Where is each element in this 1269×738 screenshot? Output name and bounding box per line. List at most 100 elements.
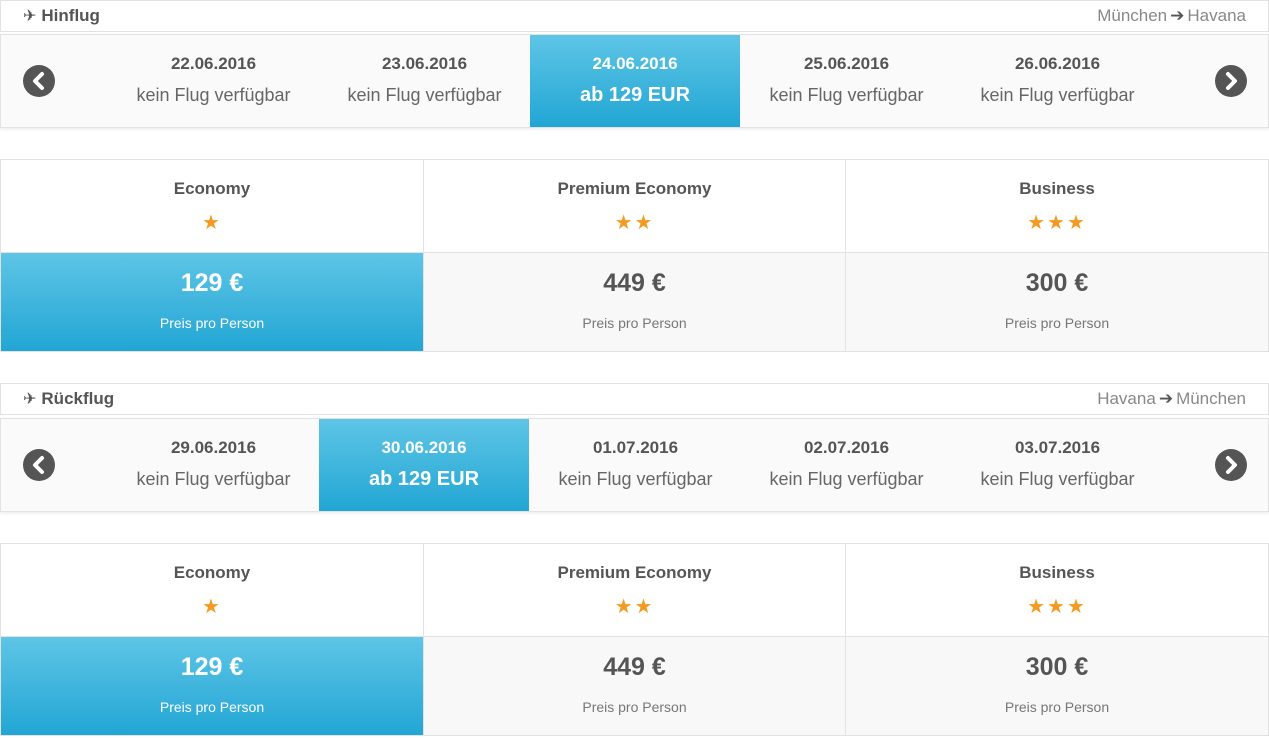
outbound-date-4[interactable]: 26.06.2016 kein Flug verfügbar (952, 35, 1163, 127)
date-label: 29.06.2016 (170, 438, 257, 457)
date-label: 02.07.2016 (803, 438, 890, 457)
date-status: kein Flug verfügbar (769, 469, 924, 489)
date-status: kein Flug verfügbar (980, 469, 1135, 489)
class-header: Premium Economy ★★ (424, 544, 845, 637)
date-label: 26.06.2016 (1014, 54, 1101, 73)
arrow-right-icon: ➔ (1170, 6, 1185, 25)
class-price-cell[interactable]: 449 € Preis pro Person (424, 253, 845, 351)
price-note: Preis pro Person (159, 699, 265, 715)
price-note: Preis pro Person (582, 315, 687, 331)
return-route: Havana ➔ München (1097, 389, 1246, 409)
date-status: kein Flug verfügbar (347, 85, 502, 105)
class-price: 449 € (603, 269, 666, 297)
price-note: Preis pro Person (582, 699, 687, 715)
return-next-button[interactable] (1215, 449, 1247, 481)
outbound-next-button[interactable] (1215, 65, 1247, 97)
price-note: Preis pro Person (1004, 699, 1110, 715)
outbound-route: München ➔ Havana (1097, 6, 1246, 26)
price-note: Preis pro Person (1004, 315, 1110, 331)
class-price: 449 € (603, 653, 666, 681)
outbound-route-to: Havana (1187, 6, 1246, 25)
class-price-cell[interactable]: 449 € Preis pro Person (424, 637, 845, 735)
return-title: ✈ Rückflug (23, 389, 114, 409)
chevron-right-icon (1226, 72, 1237, 90)
class-price-cell[interactable]: 129 € Preis pro Person (1, 637, 423, 735)
price-note: Preis pro Person (159, 315, 265, 331)
return-date-1[interactable]: 30.06.2016 ab 129 EUR (319, 419, 529, 511)
star-icon: ★★ (614, 212, 655, 234)
return-class-business[interactable]: Business ★★★ 300 € Preis pro Person (845, 544, 1268, 735)
outbound-date-strip: 22.06.2016 kein Flug verfügbar 23.06.201… (0, 34, 1269, 128)
date-status: ab 129 EUR (579, 84, 691, 106)
outbound-title: ✈ Hinflug (23, 6, 100, 26)
class-name: Economy (173, 179, 251, 198)
return-class-table: Economy ★ 129 € Preis pro Person Premium… (0, 543, 1269, 736)
outbound-date-1[interactable]: 23.06.2016 kein Flug verfügbar (319, 35, 530, 127)
date-label: 24.06.2016 (592, 54, 678, 73)
date-label: 25.06.2016 (803, 54, 890, 73)
return-route-from: Havana (1097, 389, 1156, 408)
arrow-right-icon: ➔ (1158, 389, 1174, 408)
outbound-class-business[interactable]: Business ★★★ 300 € Preis pro Person (845, 160, 1268, 351)
date-status: kein Flug verfügbar (136, 469, 291, 489)
date-label: 03.07.2016 (1014, 438, 1101, 457)
return-date-strip: 29.06.2016 kein Flug verfügbar 30.06.201… (0, 418, 1269, 512)
class-price: 129 € (180, 653, 244, 681)
outbound-class-economy[interactable]: Economy ★ 129 € Preis pro Person (1, 160, 423, 351)
class-name: Business (1019, 179, 1095, 198)
return-route-to: München (1176, 389, 1246, 408)
return-date-3[interactable]: 02.07.2016 kein Flug verfügbar (741, 419, 952, 511)
class-price: 300 € (1025, 269, 1089, 297)
class-name: Premium Economy (557, 563, 712, 582)
return-title-label: Rückflug (41, 389, 115, 408)
class-header: Premium Economy ★★ (424, 160, 845, 253)
outbound-date-2[interactable]: 24.06.2016 ab 129 EUR (530, 35, 740, 127)
date-label: 23.06.2016 (381, 54, 468, 73)
plane-icon: ✈ (23, 8, 37, 25)
return-date-2[interactable]: 01.07.2016 kein Flug verfügbar (530, 419, 741, 511)
return-date-4[interactable]: 03.07.2016 kein Flug verfügbar (952, 419, 1163, 511)
class-price-cell[interactable]: 300 € Preis pro Person (846, 637, 1268, 735)
outbound-title-label: Hinflug (41, 6, 100, 25)
chevron-left-icon (33, 456, 44, 474)
outbound-date-3[interactable]: 25.06.2016 kein Flug verfügbar (741, 35, 952, 127)
date-label: 01.07.2016 (592, 438, 679, 457)
plane-icon: ✈ (23, 391, 37, 408)
star-icon: ★★★ (1027, 596, 1087, 618)
date-status: kein Flug verfügbar (980, 85, 1135, 105)
star-icon: ★★ (614, 596, 655, 618)
class-name: Business (1019, 563, 1095, 582)
class-header: Business ★★★ (846, 544, 1268, 637)
class-header: Business ★★★ (846, 160, 1268, 253)
class-price-cell[interactable]: 129 € Preis pro Person (1, 253, 423, 351)
outbound-prev-button[interactable] (23, 65, 55, 97)
star-icon: ★ (202, 212, 222, 234)
star-icon: ★★★ (1027, 212, 1087, 234)
outbound-route-from: München (1097, 6, 1168, 25)
return-prev-button[interactable] (23, 449, 55, 481)
class-price: 129 € (180, 269, 244, 297)
return-class-economy[interactable]: Economy ★ 129 € Preis pro Person (1, 544, 423, 735)
class-name: Economy (173, 563, 251, 582)
return-class-premium-economy[interactable]: Premium Economy ★★ 449 € Preis pro Perso… (423, 544, 845, 735)
date-status: kein Flug verfügbar (769, 85, 924, 105)
outbound-class-premium-economy[interactable]: Premium Economy ★★ 449 € Preis pro Perso… (423, 160, 845, 351)
date-label: 22.06.2016 (170, 54, 257, 73)
outbound-header: ✈ Hinflug München ➔ Havana (0, 0, 1269, 32)
class-price-cell[interactable]: 300 € Preis pro Person (846, 253, 1268, 351)
date-label: 30.06.2016 (381, 438, 467, 457)
star-icon: ★ (202, 596, 222, 618)
class-header: Economy ★ (1, 160, 423, 253)
date-status: ab 129 EUR (368, 468, 480, 490)
outbound-date-0[interactable]: 22.06.2016 kein Flug verfügbar (108, 35, 319, 127)
outbound-class-table: Economy ★ 129 € Preis pro Person Premium… (0, 159, 1269, 352)
return-header: ✈ Rückflug Havana ➔ München (0, 383, 1269, 415)
date-status: kein Flug verfügbar (136, 85, 291, 105)
class-header: Economy ★ (1, 544, 423, 637)
return-date-0[interactable]: 29.06.2016 kein Flug verfügbar (108, 419, 319, 511)
chevron-right-icon (1226, 456, 1237, 474)
class-name: Premium Economy (557, 179, 712, 198)
chevron-left-icon (33, 72, 44, 90)
class-price: 300 € (1025, 653, 1089, 681)
date-status: kein Flug verfügbar (558, 469, 713, 489)
